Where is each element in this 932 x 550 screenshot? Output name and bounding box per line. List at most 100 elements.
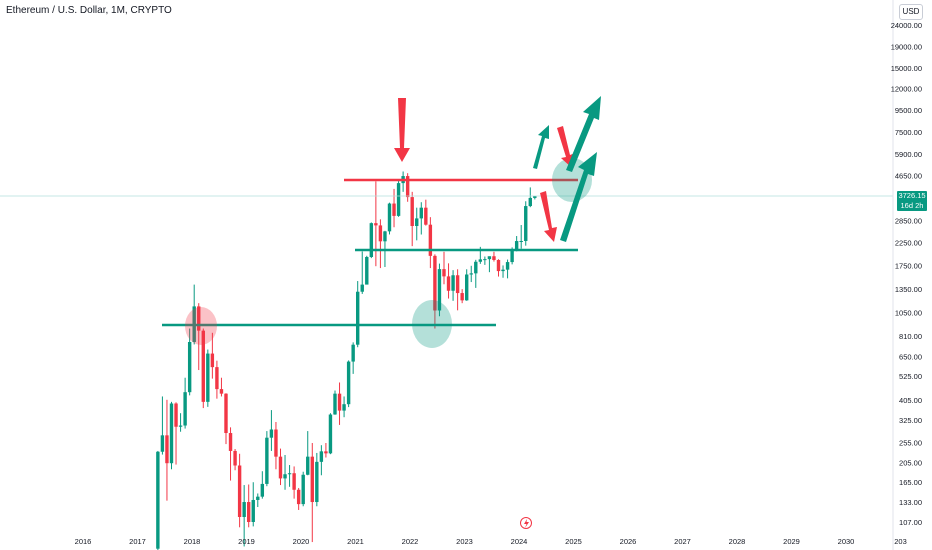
candle (242, 485, 246, 547)
candle-body (460, 293, 464, 301)
candle-body (369, 223, 374, 257)
candle-body (310, 456, 314, 503)
candle-body (165, 435, 169, 464)
down-arrow-top (394, 98, 410, 162)
candle-body (446, 276, 451, 291)
up-arrow-bottom (560, 152, 597, 242)
price-tick-label: 19000.00 (891, 42, 922, 51)
candle-body (424, 207, 428, 225)
candle (342, 396, 346, 418)
time-tick-label: 2028 (729, 537, 746, 546)
candle (519, 225, 523, 249)
candle-body (247, 502, 251, 522)
candle (451, 270, 455, 301)
candle-body (510, 250, 514, 263)
candle (292, 466, 296, 499)
candle (265, 431, 269, 487)
candle-body (519, 241, 523, 243)
candle-body (315, 461, 319, 503)
time-tick-label: 2021 (347, 537, 364, 546)
candle-body (183, 392, 187, 426)
candle (492, 251, 496, 262)
price-tick-label: 2850.00 (895, 217, 922, 226)
candle (465, 269, 469, 301)
candle (483, 256, 487, 265)
candle (197, 303, 201, 371)
price-tick-label: 1350.00 (895, 285, 922, 294)
candle-body (206, 353, 210, 402)
candle-body (301, 474, 305, 505)
candle (428, 217, 433, 269)
down-arrow-right-2 (540, 191, 557, 242)
candle-body (474, 261, 478, 274)
price-tick-label: 12000.00 (891, 85, 922, 94)
price-tick-label: 810.00 (899, 332, 922, 341)
candle (283, 454, 287, 490)
candle (224, 393, 228, 445)
candle (215, 360, 219, 399)
candle-body (492, 256, 496, 260)
candle (455, 269, 460, 311)
candle (165, 399, 169, 501)
candle (410, 191, 414, 247)
time-tick-label: 2016 (75, 537, 92, 546)
candle-body (251, 499, 255, 522)
candle (333, 390, 337, 415)
candle (360, 251, 364, 294)
candle (247, 484, 251, 528)
candle-body (342, 404, 346, 411)
candle (178, 413, 183, 432)
candle (210, 332, 215, 379)
candle (233, 448, 237, 471)
candle-body (365, 256, 369, 285)
candle (442, 251, 446, 285)
price-tick-label: 7500.00 (895, 128, 922, 137)
candle (496, 259, 501, 277)
candle-body (505, 262, 510, 270)
time-axis[interactable]: 2016 2017 2018 2019 2020 2021 2022 2023 2024 2025… (75, 537, 907, 546)
time-tick-label: 2023 (456, 537, 473, 546)
price-tick-label: 405.00 (899, 396, 922, 405)
candle-body (201, 330, 205, 402)
candle-body (233, 450, 237, 466)
price-tick-label: 133.00 (899, 498, 922, 507)
currency-button[interactable]: USD (899, 4, 923, 20)
candle (251, 482, 255, 527)
price-tick-label: 15000.00 (891, 64, 922, 73)
candle (256, 493, 260, 507)
price-tick-label: 325.00 (899, 416, 922, 425)
time-tick-label: 2025 (565, 537, 582, 546)
candle-body (501, 269, 505, 272)
candle-body (383, 231, 387, 242)
time-tick-label: 2018 (184, 537, 201, 546)
candle-body (260, 483, 265, 497)
price-tick-label: 5900.00 (895, 150, 922, 159)
candle (260, 471, 265, 499)
candle (346, 360, 351, 408)
candle (419, 202, 423, 235)
candle-body (174, 403, 178, 427)
candle (392, 188, 396, 228)
candle (405, 173, 410, 202)
candle-body (514, 241, 519, 251)
up-arrow-small (533, 125, 549, 169)
candle-body (433, 255, 437, 311)
candle (369, 222, 374, 259)
candle (324, 442, 328, 458)
analyst-drawings (0, 96, 893, 529)
candle-body (405, 176, 410, 198)
candle-body (465, 274, 469, 301)
price-axis[interactable]: 24000.00 19000.00 15000.00 12000.00 9500.00 7… (891, 0, 922, 550)
candle-body (419, 207, 423, 219)
candle-body (269, 429, 274, 438)
candle-body (228, 433, 233, 451)
candle-body (292, 473, 296, 490)
candle-body (219, 389, 224, 394)
candle-body (197, 306, 201, 331)
candle (378, 219, 383, 269)
candle-body (387, 203, 392, 232)
candle (237, 453, 242, 528)
candle-body (324, 451, 328, 454)
candle-body (428, 224, 433, 256)
